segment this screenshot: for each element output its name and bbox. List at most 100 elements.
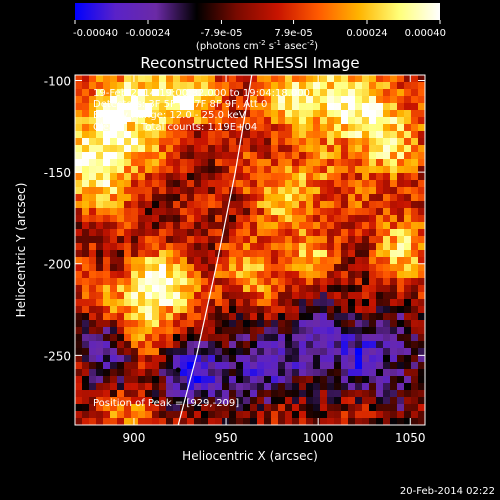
image-pixel bbox=[285, 131, 293, 139]
image-pixel bbox=[75, 250, 83, 258]
image-pixel bbox=[187, 299, 195, 307]
image-pixel bbox=[327, 411, 335, 419]
image-pixel bbox=[278, 327, 286, 335]
image-pixel bbox=[376, 397, 384, 405]
image-pixel bbox=[166, 348, 174, 356]
image-pixel bbox=[243, 82, 251, 90]
image-pixel bbox=[124, 229, 132, 237]
image-pixel bbox=[320, 418, 328, 425]
image-pixel bbox=[159, 131, 167, 139]
image-pixel bbox=[334, 292, 342, 300]
image-pixel bbox=[320, 397, 328, 405]
image-pixel bbox=[334, 355, 342, 363]
image-pixel bbox=[348, 117, 356, 125]
image-pixel bbox=[89, 355, 97, 363]
image-pixel bbox=[390, 271, 398, 279]
image-pixel bbox=[180, 173, 188, 181]
y-axis-ticks: -100-150-200-250 bbox=[44, 74, 425, 363]
image-pixel bbox=[152, 285, 160, 293]
image-pixel bbox=[194, 180, 202, 188]
image-pixel bbox=[404, 362, 412, 370]
image-pixel bbox=[278, 131, 286, 139]
image-pixel bbox=[369, 201, 377, 209]
image-pixel bbox=[180, 404, 188, 412]
image-pixel bbox=[320, 313, 328, 321]
image-pixel bbox=[152, 355, 160, 363]
image-pixel bbox=[355, 341, 363, 349]
image-pixel bbox=[75, 236, 83, 244]
image-pixel bbox=[75, 82, 83, 90]
image-pixel bbox=[327, 327, 335, 335]
image-pixel bbox=[103, 145, 111, 153]
image-pixel bbox=[341, 278, 349, 286]
image-pixel bbox=[201, 341, 209, 349]
image-pixel bbox=[236, 355, 244, 363]
image-pixel bbox=[152, 390, 160, 398]
image-pixel bbox=[187, 117, 195, 125]
image-pixel bbox=[278, 236, 286, 244]
image-pixel bbox=[369, 180, 377, 188]
image-pixel bbox=[117, 271, 125, 279]
image-pixel bbox=[180, 229, 188, 237]
image-pixel bbox=[243, 320, 251, 328]
image-pixel bbox=[341, 124, 349, 132]
image-pixel bbox=[306, 341, 314, 349]
image-pixel bbox=[187, 320, 195, 328]
image-pixel bbox=[208, 348, 216, 356]
image-pixel bbox=[292, 103, 300, 111]
image-pixel bbox=[89, 82, 97, 90]
image-pixel bbox=[145, 334, 153, 342]
image-pixel bbox=[383, 278, 391, 286]
image-pixel bbox=[222, 306, 230, 314]
image-pixel bbox=[103, 152, 111, 160]
image-pixel bbox=[418, 257, 425, 265]
image-pixel bbox=[222, 264, 230, 272]
image-pixel bbox=[390, 313, 398, 321]
image-pixel bbox=[222, 411, 230, 419]
image-pixel bbox=[194, 313, 202, 321]
image-pixel bbox=[334, 327, 342, 335]
image-pixel bbox=[320, 75, 328, 83]
image-pixel bbox=[369, 383, 377, 391]
image-pixel bbox=[271, 369, 279, 377]
image-pixel bbox=[103, 334, 111, 342]
image-pixel bbox=[187, 341, 195, 349]
image-pixel bbox=[96, 131, 104, 139]
image-pixel bbox=[257, 285, 265, 293]
image-pixel bbox=[390, 334, 398, 342]
image-pixel bbox=[292, 285, 300, 293]
image-pixel bbox=[173, 215, 181, 223]
image-pixel bbox=[110, 320, 118, 328]
image-pixel bbox=[159, 215, 167, 223]
image-pixel bbox=[313, 201, 321, 209]
image-pixel bbox=[369, 82, 377, 90]
image-pixel bbox=[327, 320, 335, 328]
image-pixel bbox=[292, 320, 300, 328]
image-pixel bbox=[404, 327, 412, 335]
image-pixel bbox=[334, 376, 342, 384]
image-pixel bbox=[334, 166, 342, 174]
image-pixel bbox=[82, 222, 90, 230]
image-pixel bbox=[180, 215, 188, 223]
image-pixel bbox=[292, 271, 300, 279]
image-pixel bbox=[327, 138, 335, 146]
x-tick-label: 950 bbox=[215, 431, 238, 445]
image-pixel bbox=[96, 292, 104, 300]
image-pixel bbox=[96, 96, 104, 104]
image-pixel bbox=[110, 131, 118, 139]
image-pixel bbox=[117, 250, 125, 258]
image-pixel bbox=[243, 383, 251, 391]
image-pixel bbox=[187, 355, 195, 363]
image-pixel bbox=[110, 180, 118, 188]
image-pixel bbox=[145, 278, 153, 286]
image-pixel bbox=[320, 173, 328, 181]
image-pixel bbox=[341, 159, 349, 167]
image-pixel bbox=[362, 327, 370, 335]
image-pixel bbox=[173, 243, 181, 251]
image-pixel bbox=[411, 397, 419, 405]
image-pixel bbox=[152, 117, 160, 125]
image-pixel bbox=[341, 348, 349, 356]
image-pixel bbox=[173, 110, 181, 118]
image-pixel bbox=[313, 355, 321, 363]
image-pixel bbox=[194, 376, 202, 384]
